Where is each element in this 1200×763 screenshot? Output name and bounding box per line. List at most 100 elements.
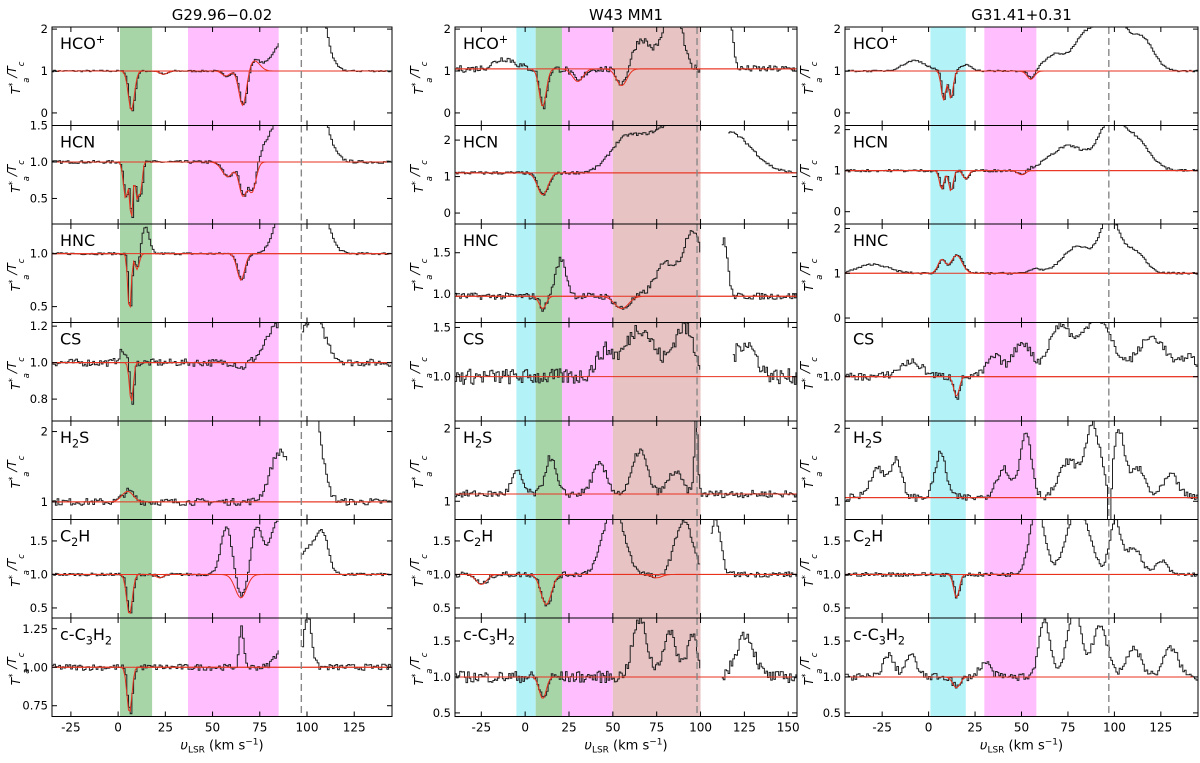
y-axis-label: T*a/Tc (5, 258, 31, 291)
y-axis-label: T*a/Tc (408, 160, 434, 193)
x-tick-label: 0 (925, 721, 933, 735)
spectrum-panel: 0.5 1.0 1.5 c-C3​H2​ T*a/Tc (408, 617, 798, 720)
velocity-band (535, 618, 562, 717)
y-axis-label: T*a/Tc (5, 357, 31, 390)
y-tick-label: 0.5 (30, 191, 48, 205)
spectrum-line (455, 27, 797, 110)
y-tick-label: 1.5 (823, 634, 841, 648)
spectrum-panel: 0.5 1.0 1.5 C2​H T*a/Tc (408, 519, 798, 619)
velocity-band (516, 322, 536, 421)
y-tick-label: 1 (41, 495, 48, 509)
panel-frame (454, 617, 798, 717)
fit-line (52, 161, 391, 217)
x-tick-label: 125 (343, 721, 366, 735)
velocity-band (188, 125, 279, 224)
velocity-band (188, 519, 279, 618)
velocity-band (930, 421, 966, 520)
y-tick-label: 0.5 (823, 706, 841, 720)
velocity-band (188, 322, 279, 421)
spectrum-panel: 1 2 H2​S T*a/Tc (5, 420, 393, 520)
spectrum-panel: 0.75 1.00 1.25 c-C3​H2​ T*a/Tc (5, 617, 393, 717)
velocity-band (120, 519, 153, 618)
y-tick-label: 1.0 (433, 287, 451, 301)
spectrum-panel: 0.5 1.0 1.5 HCN T*a/Tc (5, 119, 393, 225)
spectrum-panel: 0.8 1.0 1.2 CS T*a/Tc (5, 319, 393, 422)
y-tick-label: 1.0 (823, 370, 841, 384)
y-tick-label: 1.0 (30, 567, 48, 581)
x-tick-label: 25 (561, 721, 576, 735)
x-tick-label: 50 (1014, 721, 1029, 735)
spectrum-line (455, 618, 797, 698)
y-tick-label: 1.25 (22, 622, 48, 636)
fit-line (455, 172, 796, 196)
velocity-band (120, 322, 153, 421)
species-label: H2​S (463, 428, 492, 450)
velocity-band (516, 27, 536, 126)
velocity-band (188, 27, 279, 126)
species-label: CS (853, 330, 874, 349)
y-axis-label: T*a/Tc (408, 652, 434, 685)
fit-line (455, 573, 796, 606)
y-tick-label: 1 (834, 266, 841, 280)
y-tick-label: 0.8 (30, 392, 48, 406)
y-axis-label: T*a/Tc (408, 554, 434, 587)
y-tick-label: 2 (834, 123, 841, 137)
species-label: H2​S (60, 428, 89, 450)
velocity-band (516, 519, 536, 618)
y-tick-label: 2 (444, 22, 451, 36)
y-tick-label: 1.5 (823, 534, 841, 548)
spectrum-panel: 1.0 1.5 CS T*a/Tc (408, 320, 798, 422)
x-tick-label: -25 (61, 721, 81, 735)
y-tick-label: 2 (834, 421, 841, 435)
species-label: C2​H (463, 527, 493, 549)
spectrum-panel: 0 1 2 HCN T*a/Tc (408, 125, 798, 225)
y-tick-label: 1.0 (30, 356, 48, 370)
x-tick-label: -25 (472, 721, 492, 735)
spectrum-line (52, 618, 391, 715)
y-axis-label: T*a/Tc (798, 160, 824, 193)
x-tick-label: 125 (733, 721, 756, 735)
species-label: HCO+​ (463, 33, 508, 53)
species-label: HCO+​ (853, 33, 898, 53)
species-label: HNC (853, 231, 888, 250)
velocity-band (984, 125, 1037, 224)
y-tick-label: 1.5 (433, 320, 451, 334)
species-label: HCN (60, 133, 95, 152)
y-tick-label: 1.0 (433, 567, 451, 581)
fit-line (52, 362, 391, 402)
spectrum-panel: 0 1 2 HCN T*a/Tc (798, 123, 1199, 225)
y-tick-label: 1 (444, 494, 451, 508)
species-label: CS (463, 330, 484, 349)
velocity-band (612, 421, 701, 520)
velocity-band (516, 224, 536, 323)
fit-line (52, 491, 391, 503)
velocity-band (984, 618, 1037, 717)
velocity-band (984, 519, 1037, 618)
velocity-band (612, 519, 701, 618)
velocity-band (516, 618, 536, 717)
spectrum-panel: 1.0 1.5 HNC T*a/Tc (408, 223, 798, 323)
x-tick-label: -25 (872, 721, 892, 735)
y-axis-label: T*a/Tc (5, 455, 31, 488)
y-tick-label: 1.5 (30, 534, 48, 548)
x-tick-label: 75 (252, 721, 267, 735)
y-tick-label: 0.5 (30, 601, 48, 615)
fit-line (845, 70, 1198, 101)
velocity-band (188, 224, 279, 323)
y-tick-label: 1.0 (30, 247, 48, 261)
x-axis-label: υLSR (km s−1) (980, 738, 1063, 756)
velocity-band (561, 421, 613, 520)
y-tick-label: 1.0 (433, 370, 451, 384)
y-tick-label: 1 (444, 64, 451, 78)
fit-line (455, 676, 796, 699)
y-axis-label: T*a/Tc (408, 357, 434, 390)
velocity-band (930, 125, 966, 224)
spectrum-line (845, 224, 1198, 275)
y-tick-label: 0 (444, 106, 451, 120)
velocity-band (535, 125, 562, 224)
y-axis-label: T*a/Tc (798, 258, 824, 291)
y-tick-label: 1.0 (30, 155, 48, 169)
species-label: C2​H (60, 527, 90, 549)
x-tick-label: 100 (296, 721, 319, 735)
y-tick-label: 2 (834, 221, 841, 235)
